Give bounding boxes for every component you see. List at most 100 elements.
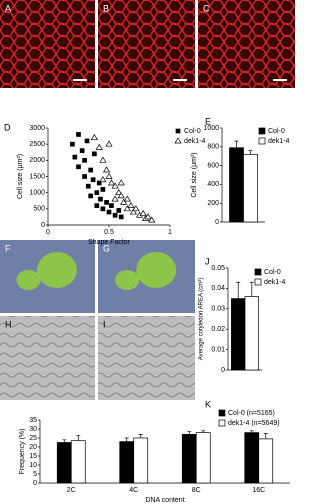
y-tick-label: 2000	[29, 157, 45, 164]
panel-label: B	[103, 3, 109, 13]
legend-label: dek1-4	[264, 279, 286, 286]
bar	[229, 147, 244, 223]
square-point	[82, 174, 87, 179]
square-point	[70, 141, 75, 147]
panel-label: K	[205, 399, 211, 409]
x-axis-label: DNA content	[145, 497, 184, 504]
square-point	[175, 128, 181, 134]
square-point	[88, 167, 94, 173]
bar	[244, 296, 259, 371]
error-bar	[62, 439, 67, 443]
square-point	[94, 190, 100, 196]
panel-label: E	[205, 116, 211, 126]
y-tick-label: 0.04	[211, 285, 225, 292]
legend-swatch	[218, 419, 226, 427]
panel-label: H	[5, 319, 12, 329]
square-point	[96, 180, 102, 186]
error-bar	[263, 433, 268, 439]
square-point	[118, 214, 124, 220]
panel-label: D	[4, 122, 11, 132]
panel-label: I	[103, 319, 106, 329]
square-point	[106, 209, 112, 215]
square-point	[88, 193, 94, 199]
y-tick-label: 0	[41, 222, 45, 229]
seedling	[115, 270, 140, 290]
triangle-point	[174, 137, 182, 144]
square-point	[104, 200, 109, 205]
square-point	[98, 196, 103, 202]
bar	[181, 434, 197, 484]
image-panel	[98, 316, 195, 400]
panel-label: A	[5, 3, 11, 13]
legend-label: Col-0	[268, 128, 285, 135]
square-point	[82, 157, 87, 163]
x-axis-label: Shape Factor	[88, 239, 131, 246]
x-tick-label: 4C	[129, 487, 138, 494]
square-point	[84, 138, 90, 144]
square-point	[85, 183, 91, 189]
error-bar	[248, 150, 253, 155]
triangle-point	[105, 172, 113, 179]
y-tick-label: 200	[207, 200, 219, 207]
legend-label: dek1-4	[184, 138, 206, 145]
square-point	[76, 164, 81, 170]
square-point	[109, 203, 114, 208]
bar	[133, 437, 149, 484]
y-axis-label: Frequency (%)	[19, 429, 26, 475]
bar	[119, 441, 135, 484]
bar	[56, 442, 72, 484]
y-tick-label: 30	[29, 426, 37, 433]
square-point	[90, 177, 96, 183]
legend-label: Col-0 (n=5165)	[228, 410, 275, 417]
panel-label: F	[5, 243, 11, 253]
y-tick-label: 800	[207, 144, 219, 151]
error-bar	[187, 431, 192, 435]
y-tick-label: 400	[207, 181, 219, 188]
triangle-point	[105, 140, 113, 147]
triangle-point	[107, 179, 116, 186]
triangle-point	[102, 166, 111, 173]
triangle-point	[123, 195, 131, 202]
seedling	[136, 252, 177, 288]
y-tick-label: 25	[29, 435, 37, 442]
y-tick-label: 1000	[203, 125, 219, 132]
error-bar	[249, 430, 254, 433]
image-panel	[0, 316, 95, 400]
image-panel	[198, 0, 295, 88]
triangle-point	[95, 143, 103, 150]
y-axis-label: Cell size (μm²)	[191, 152, 198, 197]
triangle-point	[123, 205, 131, 212]
y-tick-label: 0.01	[211, 346, 225, 353]
triangle-point	[111, 182, 119, 189]
x-tick-label: 16C	[252, 487, 265, 494]
triangle-point	[117, 192, 125, 199]
y-tick-label: 0.03	[211, 306, 225, 313]
y-tick-label: 0	[221, 367, 225, 374]
legend-swatch	[218, 409, 226, 417]
triangle-point	[139, 210, 147, 217]
error-bar	[249, 281, 254, 297]
y-tick-label: 10	[29, 462, 37, 469]
bar	[231, 298, 246, 371]
panel-label: J	[205, 256, 210, 266]
square-point	[92, 151, 97, 157]
triangle-point	[99, 156, 107, 163]
triangle-point	[120, 198, 128, 205]
legend-label: dek1-4 (n=5649)	[228, 420, 280, 427]
bar	[244, 432, 260, 484]
y-tick-label: 1000	[29, 190, 45, 197]
seedling	[37, 252, 77, 288]
y-tick-label: 3000	[29, 125, 45, 132]
square-point	[94, 203, 100, 208]
triangle-point	[127, 201, 135, 208]
y-tick-label: 0	[33, 480, 37, 487]
square-point	[76, 132, 81, 137]
x-tick-label: 2C	[67, 487, 76, 494]
triangle-point	[115, 188, 123, 196]
y-tick-label: 35	[29, 417, 37, 424]
bar	[70, 440, 86, 484]
error-bar	[234, 140, 239, 148]
seedling	[16, 270, 41, 290]
square-point	[79, 148, 85, 153]
triangle-point	[111, 195, 119, 202]
